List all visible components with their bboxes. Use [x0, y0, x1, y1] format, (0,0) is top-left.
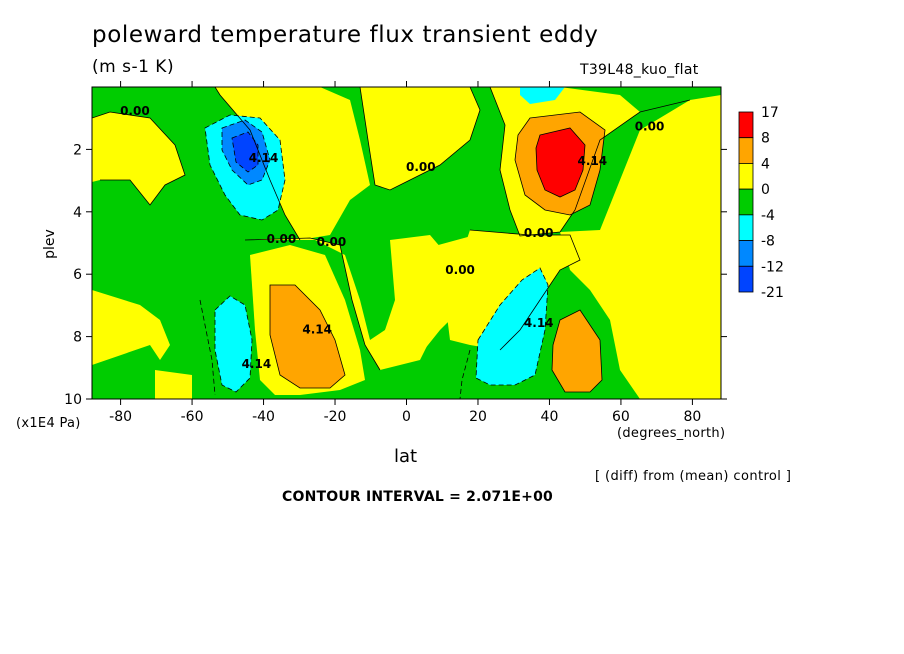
colorbar-level-label: -21	[761, 285, 784, 301]
x-axis-label: lat	[394, 446, 418, 467]
colorbar-swatch	[738, 111, 754, 139]
contour-label: 0.00	[445, 263, 475, 277]
zero-contour	[244, 237, 381, 371]
x-tick-label: -80	[109, 409, 132, 425]
zero-contour	[359, 87, 481, 191]
colorbar-swatch	[738, 214, 754, 241]
x-tick-label: 60	[612, 409, 630, 425]
y-units-label: (x1E4 Pa)	[16, 416, 81, 431]
colorbar-level-label: 0	[761, 182, 770, 198]
positive-region	[445, 230, 580, 350]
x-tick-label: -20	[324, 409, 347, 425]
positive-contour	[514, 111, 606, 216]
negative-region	[215, 296, 252, 392]
positive-region	[92, 290, 170, 365]
positive-region	[155, 370, 192, 399]
x-tick-label: 40	[541, 409, 559, 425]
positive-maximum	[536, 128, 585, 197]
contour-label: 4.14	[302, 322, 332, 336]
negative-region	[520, 87, 565, 104]
colorbar-swatch	[738, 188, 754, 216]
positive-region	[270, 285, 345, 388]
colorbar-swatch	[738, 163, 754, 190]
y-tick-label: 2	[73, 142, 82, 158]
contour-label-layer: 0.00 4.14 0.00 4.14 0.00 0.00 0.00 0.00 0.00 4.14…	[120, 104, 664, 371]
negative-contour	[204, 114, 286, 221]
x-tick-label: 80	[683, 409, 701, 425]
negative-contour	[475, 267, 549, 386]
diff-note: [ (diff) from (mean) control ]	[595, 469, 792, 484]
positive-region	[560, 95, 721, 399]
negative-contour	[231, 131, 259, 173]
x-tick-label: -40	[252, 409, 275, 425]
colorbar-swatch	[738, 137, 754, 164]
contour-label: 0.00	[267, 232, 297, 246]
contour-label: 4.14	[249, 151, 279, 165]
x-axis: -80 -60 -40 -20 0 20 40 60 80	[109, 81, 701, 425]
positive-region	[92, 112, 185, 205]
colorbar-swatch	[738, 265, 754, 293]
contour-label: 4.14	[524, 316, 554, 330]
contour-label: 0.00	[406, 160, 436, 174]
y-tick-label: 6	[73, 267, 82, 283]
colorbar-swatch	[738, 240, 754, 267]
positive-region	[552, 310, 602, 392]
y-tick-label: 4	[73, 205, 82, 221]
y-tick-label: 8	[73, 330, 82, 346]
chart-subtitle: (m s-1 K)	[92, 57, 175, 77]
contour-label: 0.00	[524, 226, 554, 240]
y-tick-label: 10	[64, 392, 82, 408]
colorbar-level-label: 8	[761, 131, 770, 147]
negative-contour	[221, 119, 271, 186]
zero-contour	[469, 229, 581, 351]
contour-label: 4.14	[578, 154, 608, 168]
y-axis-label: plev	[42, 229, 58, 259]
positive-contour	[269, 284, 346, 389]
contour-label: 0.00	[635, 120, 665, 134]
negative-contour	[459, 349, 471, 399]
negative-contours	[199, 114, 549, 399]
chart-title: poleward temperature flux transient eddy	[92, 22, 599, 48]
x-tick-label: -60	[181, 409, 204, 425]
negative-region	[476, 268, 548, 385]
negative-contour	[214, 295, 253, 393]
positive-region	[360, 87, 480, 190]
colorbar-level-label: 4	[761, 156, 770, 172]
zero-contour	[489, 87, 691, 237]
contour-interval: CONTOUR INTERVAL = 2.071E+00	[282, 489, 553, 505]
colorbar-level-label: -4	[761, 208, 775, 224]
x-tick-label: 20	[469, 409, 487, 425]
zero-contour	[92, 111, 186, 206]
x-tick-label: 0	[402, 409, 411, 425]
contour-label: 0.00	[120, 104, 150, 118]
positive-contour	[551, 309, 603, 393]
contour-label: 4.14	[242, 357, 272, 371]
negative-contour	[199, 299, 216, 396]
positive-region	[380, 235, 470, 360]
colorbar-level-label: -12	[761, 259, 784, 275]
contour-label: 0.00	[317, 235, 347, 249]
zero-contour	[214, 87, 301, 241]
colorbar-level-label: 17	[761, 105, 779, 121]
y-axis: 2 4 6 8 10	[64, 142, 727, 408]
contour-lines	[92, 87, 691, 393]
colorbar: 17 8 4 0 -4 -8 -12 -21	[738, 105, 784, 301]
x-units-label: (degrees_north)	[617, 426, 726, 441]
negative-minimum	[232, 132, 258, 172]
colorbar-level-label: -8	[761, 234, 775, 250]
positive-contour	[535, 127, 586, 198]
run-label: T39L48_kuo_flat	[580, 62, 699, 78]
contour-fill-layer	[92, 87, 721, 399]
